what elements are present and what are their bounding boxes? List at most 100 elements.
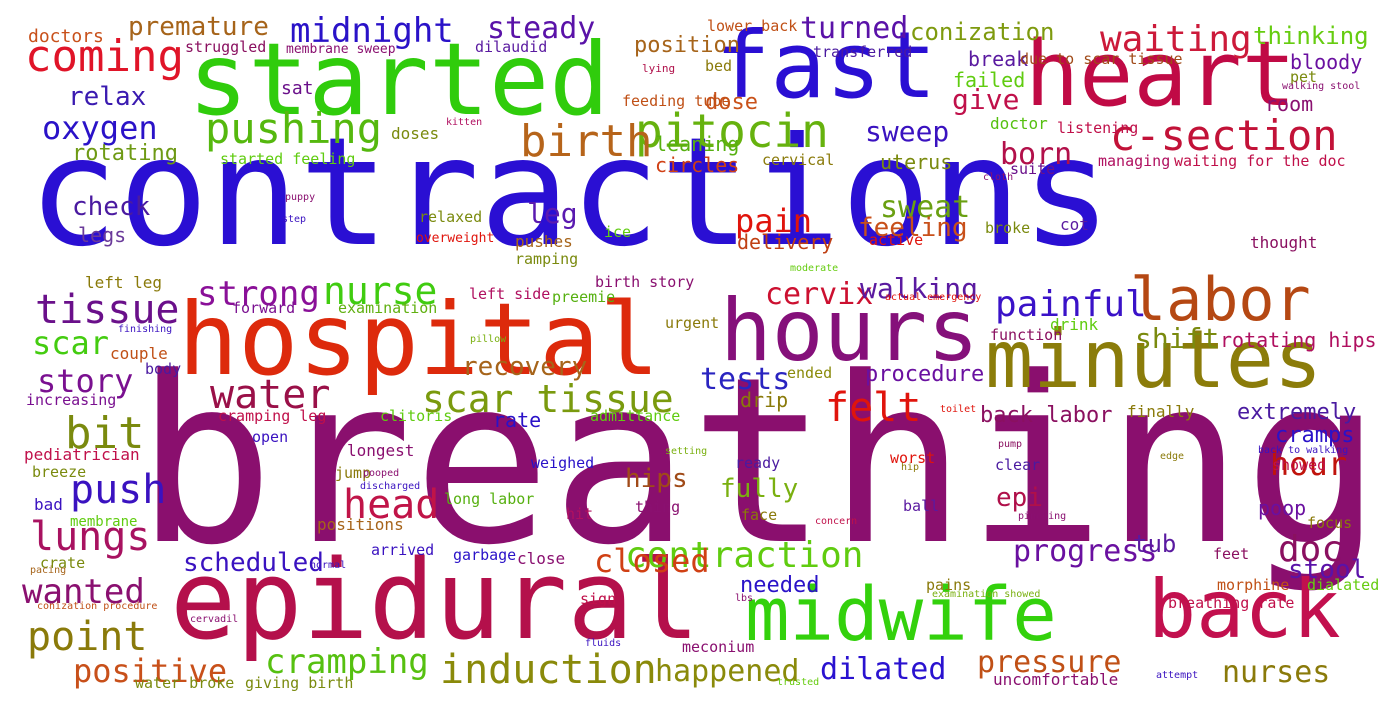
word-walking: walking bbox=[860, 272, 979, 305]
word-left-side: left side bbox=[469, 285, 551, 303]
word-leg: leg bbox=[527, 197, 578, 230]
word-ready: ready bbox=[735, 454, 781, 472]
word-contraction: contraction bbox=[625, 535, 864, 576]
word-pushes: pushes bbox=[515, 232, 573, 251]
word-lying: lying bbox=[642, 62, 676, 75]
word-ball: ball bbox=[903, 497, 940, 515]
word-admittance: admittance bbox=[590, 407, 681, 425]
word-cervix: cervix bbox=[765, 277, 874, 312]
word-waiting-for-the-doc: waiting for the doc bbox=[1174, 152, 1346, 170]
word-due-to-scar-tissue: due to scar tissue bbox=[1020, 50, 1183, 68]
word-check: check bbox=[72, 192, 151, 222]
word-urgent: urgent bbox=[665, 314, 720, 332]
word-labor: labor bbox=[1130, 265, 1311, 335]
word-stool: stool bbox=[1288, 555, 1367, 585]
word-dilaudid: dilaudid bbox=[475, 38, 548, 56]
word-dilated: dilated bbox=[820, 652, 947, 687]
word-scar-tissue: scar tissue bbox=[422, 377, 674, 421]
word-function: function bbox=[990, 326, 1063, 344]
word-concern: concern bbox=[815, 516, 858, 527]
word-needed: needed bbox=[740, 573, 820, 598]
word-induction: induction bbox=[440, 647, 657, 693]
word-pressure: pressure bbox=[977, 645, 1122, 680]
word-closed: closed bbox=[594, 542, 710, 580]
word-giving-birth: giving birth bbox=[245, 674, 354, 692]
word-point: point bbox=[27, 614, 148, 660]
word-attempt: attempt bbox=[1156, 670, 1199, 681]
word-shift: shift bbox=[1135, 322, 1220, 355]
word-back: back bbox=[1148, 563, 1341, 656]
word-hospital: hospital bbox=[178, 281, 660, 398]
word-normal: normal bbox=[310, 560, 347, 571]
word-oxygen: oxygen bbox=[42, 109, 158, 147]
word-started: started bbox=[188, 21, 610, 138]
word-puppy: puppy bbox=[285, 192, 316, 203]
word-doctors: doctors bbox=[28, 26, 104, 47]
word-lower-back: lower back bbox=[707, 17, 798, 35]
word-thought: thought bbox=[1250, 233, 1318, 252]
word-epidural: epidural bbox=[170, 536, 700, 664]
word-arrived: arrived bbox=[371, 541, 435, 559]
word-ramping: ramping bbox=[515, 250, 579, 268]
word-weighed: weighed bbox=[531, 454, 595, 472]
word-failed: failed bbox=[953, 68, 1026, 92]
word-hours: hours bbox=[720, 281, 979, 381]
word-preemie: preemie bbox=[552, 288, 616, 306]
word-toilet: toilet bbox=[940, 404, 977, 415]
word-open: open bbox=[252, 428, 289, 446]
word-pushing: pushing bbox=[205, 104, 383, 153]
word-sign: sign bbox=[580, 590, 617, 608]
word-scar: scar bbox=[32, 324, 110, 362]
word-doctor: doctor bbox=[990, 114, 1048, 133]
word-coming: coming bbox=[25, 31, 184, 82]
word-fluids: fluids bbox=[585, 638, 622, 649]
word-breeze: breeze bbox=[32, 463, 87, 481]
word-membrane-sweep: membrane sweep bbox=[286, 42, 396, 57]
word-moderate: moderate bbox=[790, 263, 839, 274]
word-positions: positions bbox=[317, 515, 404, 534]
word-steady: steady bbox=[487, 11, 596, 46]
word-pump: pump bbox=[998, 439, 1023, 450]
word-water-broke: water broke bbox=[135, 674, 235, 692]
word-doc: doc bbox=[1278, 529, 1344, 570]
word-thinking: thinking bbox=[1253, 22, 1369, 50]
word-forward: forward bbox=[232, 299, 296, 317]
word-hour: hour bbox=[1270, 445, 1348, 483]
word-felt: felt bbox=[825, 385, 922, 431]
word-legs: legs bbox=[78, 223, 127, 247]
word-give: give bbox=[952, 83, 1020, 116]
word-push: push bbox=[70, 467, 167, 513]
word-fully: fully bbox=[720, 474, 799, 504]
word-poop: poop bbox=[1258, 496, 1307, 520]
word-trusted: trusted bbox=[777, 677, 820, 688]
word-pinching: pinching bbox=[1018, 511, 1067, 522]
word-listening: listening bbox=[1057, 119, 1139, 137]
word-doses: doses bbox=[391, 124, 440, 143]
word-broke: broke bbox=[985, 219, 1031, 237]
word-head: head bbox=[343, 482, 440, 528]
word-pain: pain bbox=[735, 202, 813, 240]
word-recovery: recovery bbox=[462, 352, 588, 382]
word-uterus: uterus bbox=[880, 150, 953, 174]
word-birth: birth bbox=[520, 116, 653, 167]
word-sweat: sweat bbox=[880, 190, 971, 225]
word-walking-stool: walking stool bbox=[1282, 81, 1361, 92]
word-rotating: rotating bbox=[72, 141, 178, 166]
word-midnight: midnight bbox=[290, 11, 454, 51]
word-turned: turned bbox=[800, 11, 909, 46]
word-hips: hips bbox=[625, 464, 688, 494]
word-bit: bit bbox=[65, 408, 145, 459]
word-crate: crate bbox=[40, 554, 86, 572]
word-tub: tub bbox=[1133, 530, 1177, 558]
word-ended: ended bbox=[787, 364, 833, 382]
word-bed: bed bbox=[705, 57, 733, 75]
word-long-labor: long labor bbox=[444, 490, 535, 508]
word-feet: feet bbox=[1213, 545, 1250, 563]
word-heart: heart bbox=[1025, 22, 1296, 127]
word-finally: finally bbox=[1127, 402, 1195, 421]
word-cot: cot bbox=[1060, 215, 1089, 234]
word-break: break bbox=[968, 47, 1029, 71]
word-thing: thing bbox=[635, 498, 681, 516]
word-step: step bbox=[282, 214, 307, 225]
word-hip: hip bbox=[901, 462, 920, 473]
